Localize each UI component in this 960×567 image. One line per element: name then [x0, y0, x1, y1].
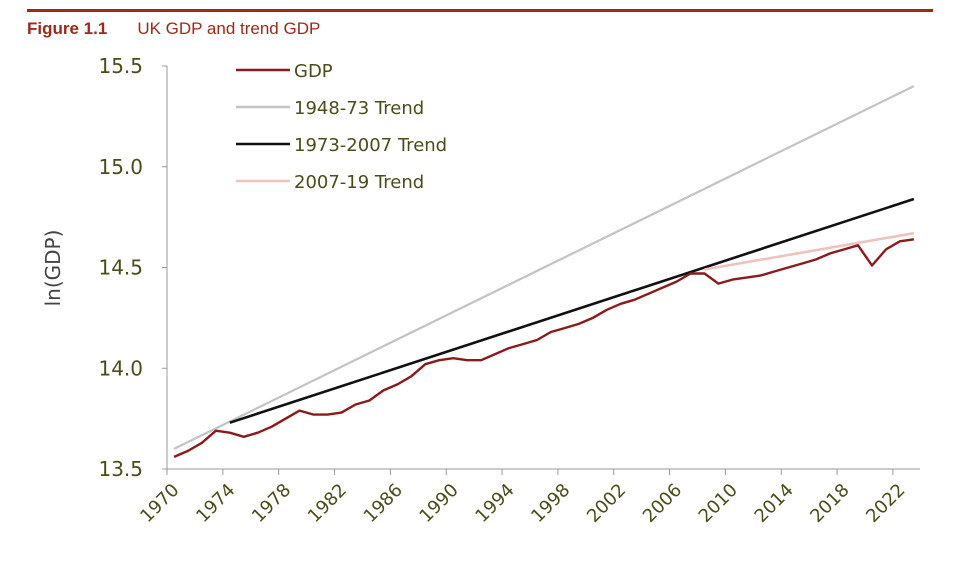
title-rule	[27, 9, 933, 12]
y-tick-label: 13.5	[98, 457, 143, 481]
legend-label: GDP	[294, 61, 333, 82]
axes: 13.5 14.0 14.5 15.0 15.5 1970 1974 1978 1982 1986…	[98, 54, 920, 527]
series-line-trend-2007-19	[704, 231, 915, 271]
x-tick-label: 2002	[583, 480, 630, 527]
x-tick-label: 1998	[527, 480, 574, 527]
series-line-trend-1973-2007	[229, 197, 915, 424]
x-tick-label: 2018	[806, 480, 853, 527]
y-tick-label: 15.0	[98, 155, 143, 179]
figure-title: UK GDP and trend GDP	[137, 19, 321, 38]
legend: GDP 1948-73 Trend 1973-2007 Trend 2007-19 T…	[236, 61, 447, 193]
x-tick-label: 1982	[304, 480, 351, 527]
x-tick-label: 1978	[248, 480, 295, 527]
series-line-trend-1948-73	[173, 85, 915, 450]
x-tick-label: 2022	[862, 480, 909, 527]
x-tick-label: 1986	[360, 480, 407, 527]
series-line-gdp	[173, 238, 915, 459]
y-tick-label: 15.5	[98, 54, 143, 78]
legend-label: 1973-2007 Trend	[294, 135, 447, 156]
x-tick-label: 2014	[751, 480, 798, 527]
x-tick-label: 1974	[192, 480, 239, 527]
x-tick-label: 2010	[695, 480, 742, 527]
legend-label: 1948-73 Trend	[294, 98, 424, 119]
series-lines	[173, 85, 915, 459]
x-tick-label: 1994	[471, 480, 518, 527]
x-tick-label: 1970	[136, 480, 183, 527]
figure-heading: Figure 1.1 UK GDP and trend GDP	[27, 19, 320, 39]
legend-label: 2007-19 Trend	[294, 172, 424, 193]
x-tick-label: 2006	[639, 480, 686, 527]
y-tick-label: 14.0	[98, 356, 143, 380]
y-tick-label: 14.5	[98, 256, 143, 280]
x-tick-label: 1990	[415, 480, 462, 527]
y-axis-title: ln(GDP)	[41, 230, 65, 307]
figure-number: Figure 1.1	[27, 19, 108, 38]
